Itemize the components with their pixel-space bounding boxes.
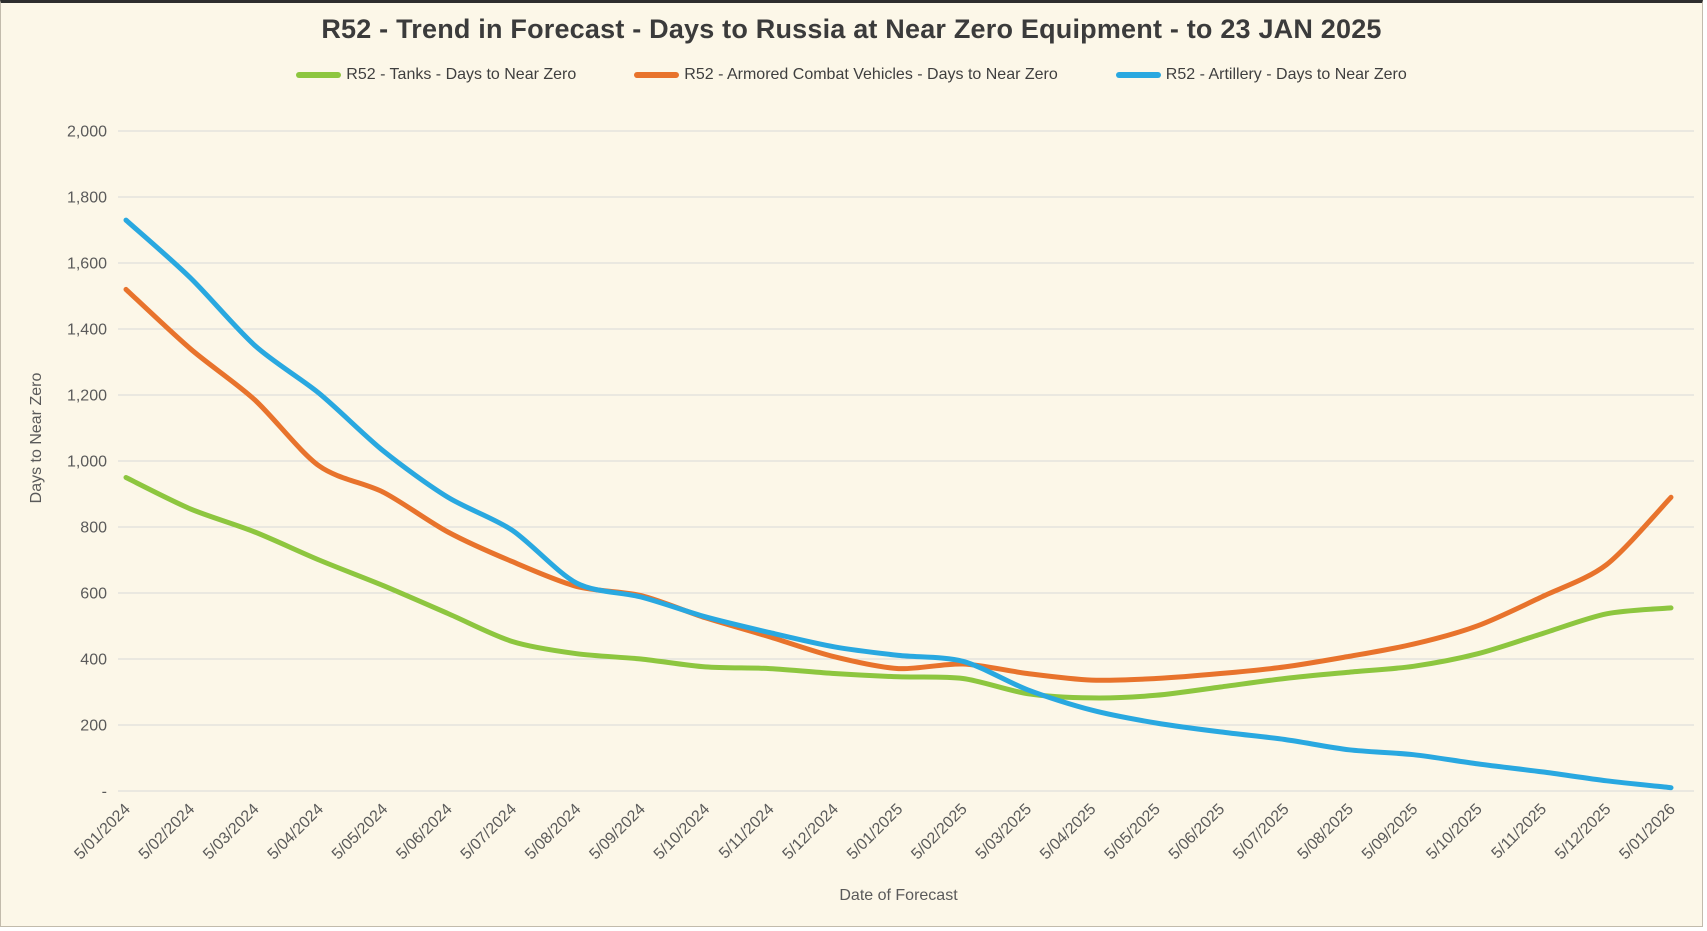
series-line-r52-artillery-days-to-near-zero — [123, 217, 1674, 791]
x-tick-label: 5/03/2024 — [200, 801, 262, 863]
x-tick-label: 5/10/2025 — [1423, 801, 1485, 863]
legend-item: R52 - Artillery - Days to Near Zero — [1115, 66, 1407, 84]
x-tick-label: 5/07/2024 — [458, 801, 520, 863]
legend-swatch-icon — [634, 72, 680, 78]
series-line-r52-tanks-days-to-near-zero — [123, 475, 1674, 701]
x-tick-label: 5/12/2024 — [780, 801, 842, 863]
x-tick-label: 5/10/2024 — [651, 801, 713, 863]
x-tick-label: 5/07/2025 — [1230, 801, 1292, 863]
legend-item: R52 - Armored Combat Vehicles - Days to … — [634, 66, 1058, 84]
series-line-r52-armored-combat-vehicles-days-to-near-zero — [123, 286, 1674, 683]
x-tick-label: 5/01/2024 — [71, 801, 133, 863]
x-tick-label: 5/08/2025 — [1295, 801, 1357, 863]
legend-item: R52 - Tanks - Days to Near Zero — [296, 66, 576, 84]
x-axis-title: Date of Forecast — [839, 887, 958, 904]
x-tick-label: 5/08/2024 — [522, 801, 584, 863]
x-tick-label: 5/06/2025 — [1166, 801, 1228, 863]
y-tick-label: 400 — [80, 652, 107, 669]
y-tick-label: 800 — [80, 520, 107, 537]
y-tick-label: - — [102, 784, 107, 801]
legend-swatch-icon — [296, 72, 342, 78]
y-tick-label: 1,000 — [67, 454, 107, 471]
x-tick-label: 5/04/2025 — [1037, 801, 1099, 863]
x-tick-label: 5/09/2025 — [1359, 801, 1421, 863]
legend-swatch-icon — [1115, 72, 1161, 78]
y-tick-label: 200 — [80, 718, 107, 735]
x-tick-label: 5/05/2024 — [329, 801, 391, 863]
x-tick-label: 5/03/2025 — [973, 801, 1035, 863]
x-tick-label: 5/11/2025 — [1489, 801, 1551, 863]
x-tick-label: 5/09/2024 — [586, 801, 648, 863]
y-tick-label: 600 — [80, 586, 107, 603]
y-tick-label: 1,200 — [67, 388, 107, 405]
legend-label: R52 - Artillery - Days to Near Zero — [1165, 66, 1407, 83]
y-tick-label: 1,400 — [67, 322, 107, 339]
y-tick-label: 1,600 — [67, 256, 107, 273]
legend-label: R52 - Tanks - Days to Near Zero — [346, 66, 577, 83]
x-tick-label: 5/06/2024 — [393, 801, 455, 863]
plot-area: 2,000 1,800 1,600 1,400 1,200 1,000 800 600 400 2… — [28, 124, 1694, 904]
x-tick-label: 5/01/2025 — [844, 801, 906, 863]
x-tick-label: 5/02/2025 — [908, 801, 970, 863]
chart-title: R52 - Trend in Forecast - Days to Russia… — [321, 14, 1382, 44]
y-tick-label: 2,000 — [67, 124, 107, 141]
legend-label: R52 - Armored Combat Vehicles - Days to … — [684, 66, 1058, 83]
legend: R52 - Tanks - Days to Near Zero R52 - Arm… — [1, 66, 1702, 84]
x-tick-label: 5/12/2025 — [1552, 801, 1614, 863]
x-tick-label: 5/11/2024 — [716, 801, 778, 863]
x-tick-label: 5/01/2026 — [1616, 801, 1678, 863]
y-axis-title: Days to Near Zero — [28, 373, 45, 504]
x-tick-label: 5/05/2025 — [1101, 801, 1163, 863]
y-tick-label: 1,800 — [67, 190, 107, 207]
x-tick-label: 5/04/2024 — [265, 801, 327, 863]
x-tick-label: 5/02/2024 — [136, 801, 198, 863]
